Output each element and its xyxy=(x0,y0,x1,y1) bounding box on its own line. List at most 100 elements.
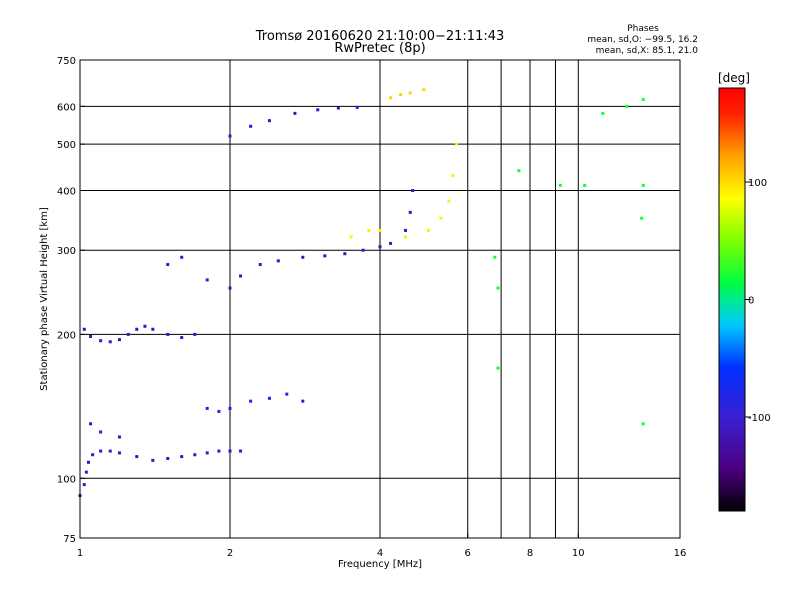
echo-point xyxy=(135,455,139,459)
echo-point xyxy=(285,392,289,396)
x-axis-ticks: 1 2 4 6 8 10 16 xyxy=(77,533,687,559)
echo-point xyxy=(108,449,112,453)
echo-point xyxy=(166,332,170,336)
chart-subtitle: RwPretec (8p) xyxy=(334,41,425,56)
echo-point xyxy=(276,259,280,263)
echo-point xyxy=(108,340,112,344)
stats-line-o: mean, sd,O: −99.5, 16.2 xyxy=(587,35,698,45)
echo-point xyxy=(301,255,305,259)
echo-point xyxy=(493,255,497,259)
colorbar-tick-label: 0 xyxy=(748,296,754,307)
echo-point xyxy=(126,332,130,336)
echo-point xyxy=(205,406,209,410)
echo-point xyxy=(89,422,93,426)
echo-point xyxy=(378,228,382,232)
x-tick-label: 6 xyxy=(465,548,471,559)
echo-point xyxy=(426,228,430,232)
echo-point xyxy=(267,119,271,123)
echo-point xyxy=(583,183,587,187)
echo-point xyxy=(217,449,221,453)
echo-point xyxy=(267,396,271,400)
echo-point xyxy=(180,336,184,340)
echo-point xyxy=(99,449,103,453)
x-tick-label: 1 xyxy=(77,548,83,559)
echo-point xyxy=(193,332,197,336)
echo-point xyxy=(151,458,155,462)
echo-point xyxy=(117,451,121,455)
echo-point xyxy=(82,327,86,331)
echo-point xyxy=(228,134,232,138)
echo-point xyxy=(91,453,95,457)
echo-point xyxy=(403,228,407,232)
echo-point xyxy=(439,216,443,220)
echo-point xyxy=(601,111,605,115)
echo-point xyxy=(166,263,170,267)
y-axis-ticks: 75 100 200 300 400 500 600 750 xyxy=(57,56,85,545)
echo-point xyxy=(84,470,88,474)
colorbar-label: [deg] xyxy=(718,71,750,85)
echo-point xyxy=(117,338,121,342)
stats-heading: Phases xyxy=(627,24,659,34)
y-tick-label: 600 xyxy=(57,102,76,113)
echo-point xyxy=(517,169,521,173)
echo-point xyxy=(336,106,340,110)
y-axis-label: Stationary phase Virtual Height [km] xyxy=(39,207,50,391)
echo-point xyxy=(455,142,459,146)
y-tick-label: 500 xyxy=(57,140,76,151)
echo-point xyxy=(193,453,197,457)
echo-point xyxy=(180,455,184,459)
echo-point xyxy=(228,286,232,290)
echo-point xyxy=(399,93,403,97)
echo-point xyxy=(166,456,170,460)
y-tick-label: 400 xyxy=(57,186,76,197)
x-tick-label: 2 xyxy=(227,548,233,559)
echo-point xyxy=(99,430,103,434)
plot-grid xyxy=(80,60,680,538)
colorbar xyxy=(718,87,746,512)
echo-point xyxy=(361,248,365,252)
echo-point xyxy=(228,449,232,453)
echo-point xyxy=(367,228,371,232)
echo-points xyxy=(78,88,645,498)
chart-title: Tromsø 20160620 21:10:00−21:11:43 xyxy=(255,29,505,44)
x-tick-label: 4 xyxy=(377,548,383,559)
x-tick-label: 10 xyxy=(572,548,585,559)
echo-point xyxy=(117,435,121,439)
echo-point xyxy=(451,173,455,177)
x-tick-label: 16 xyxy=(674,548,687,559)
x-axis-label: Frequency [MHz] xyxy=(338,559,422,570)
echo-point xyxy=(411,188,415,192)
echo-point xyxy=(389,96,393,100)
echo-point xyxy=(293,111,297,115)
echo-point xyxy=(422,88,426,92)
echo-point xyxy=(86,460,90,464)
echo-point xyxy=(408,210,412,214)
y-tick-label: 75 xyxy=(63,534,76,545)
x-tick-label: 8 xyxy=(527,548,533,559)
stats-line-x: mean, sd,X: 85.1, 21.0 xyxy=(596,46,699,56)
echo-point xyxy=(151,327,155,331)
echo-point xyxy=(217,409,221,413)
y-tick-label: 200 xyxy=(57,330,76,341)
echo-point xyxy=(355,105,359,109)
echo-point xyxy=(301,399,305,403)
echo-point xyxy=(447,199,451,203)
echo-point xyxy=(89,334,93,338)
y-tick-label: 100 xyxy=(57,474,76,485)
echo-point xyxy=(82,483,86,487)
echo-point xyxy=(239,274,243,278)
echo-point xyxy=(323,254,327,258)
echo-point xyxy=(135,327,139,331)
echo-point xyxy=(641,183,645,187)
echo-point xyxy=(625,104,629,108)
echo-point xyxy=(228,406,232,410)
echo-point xyxy=(258,263,262,267)
echo-point xyxy=(349,235,353,239)
echo-point xyxy=(343,252,347,256)
colorbar-tick-label: -100 xyxy=(748,413,771,424)
echo-point xyxy=(239,449,243,453)
echo-point xyxy=(558,183,562,187)
echo-point xyxy=(496,286,500,290)
echo-point xyxy=(249,399,253,403)
echo-point xyxy=(143,324,147,328)
